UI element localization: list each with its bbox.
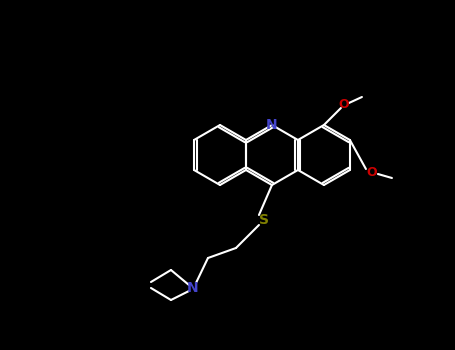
Text: N: N — [187, 281, 199, 295]
Text: S: S — [259, 213, 269, 227]
Text: O: O — [367, 167, 377, 180]
Text: O: O — [339, 98, 349, 112]
Text: N: N — [266, 118, 278, 132]
